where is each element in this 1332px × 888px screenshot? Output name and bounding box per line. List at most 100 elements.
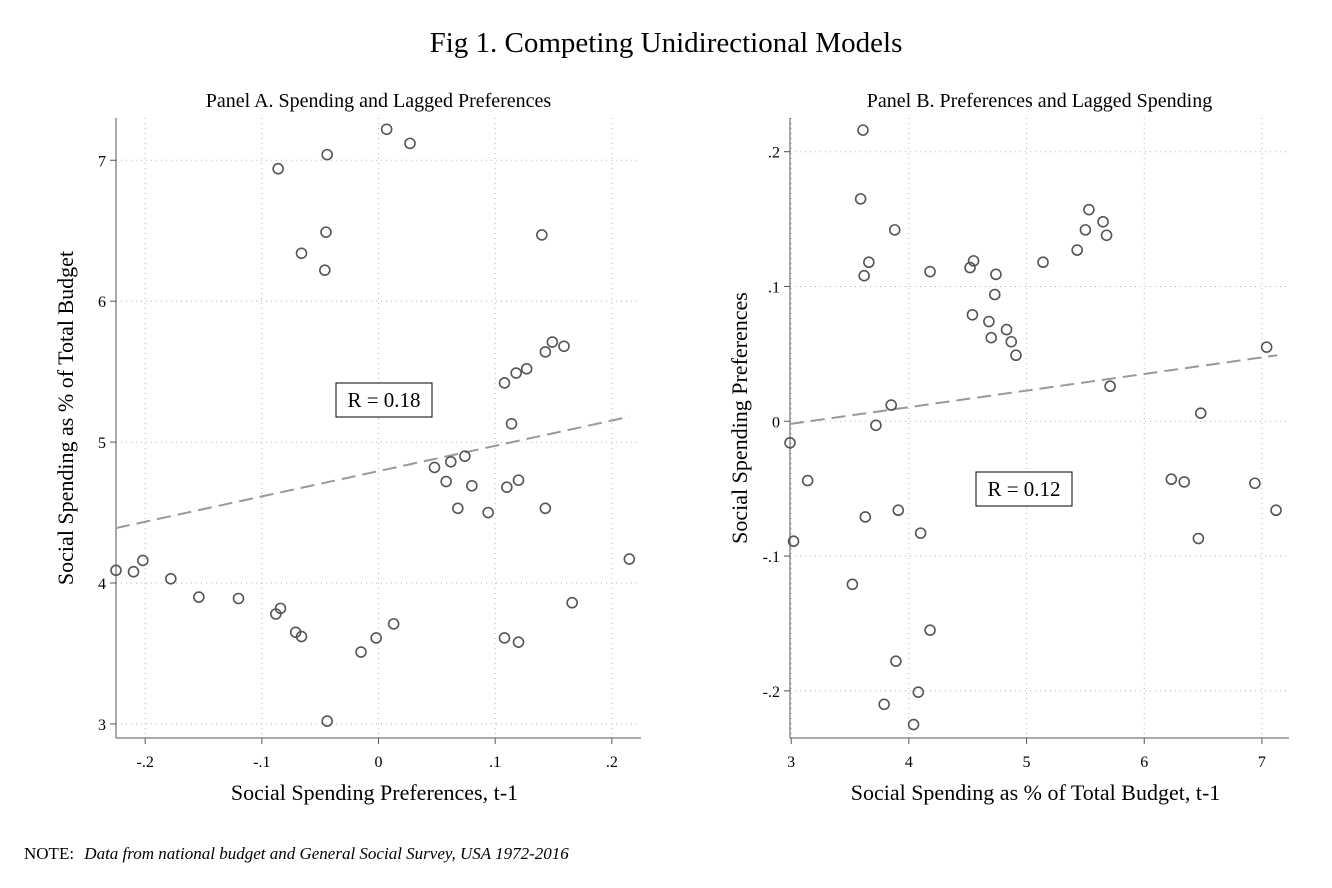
data-point bbox=[520, 363, 533, 375]
data-point bbox=[459, 450, 471, 462]
x-tick-label: 0 bbox=[375, 754, 383, 771]
x-tick-label: 4 bbox=[905, 754, 913, 771]
x-tick-label: .2 bbox=[606, 754, 618, 771]
panel-title: Panel B. Preferences and Lagged Spending bbox=[867, 90, 1212, 112]
data-point bbox=[387, 618, 400, 630]
data-point bbox=[1037, 256, 1049, 269]
data-point bbox=[110, 564, 122, 577]
y-tick-label: 5 bbox=[98, 435, 106, 452]
note-text: Data from national budget and General So… bbox=[84, 844, 569, 863]
panel-a: Panel A. Spending and Lagged Preferences… bbox=[53, 90, 641, 805]
correlation-box bbox=[335, 382, 433, 418]
data-point bbox=[1104, 380, 1116, 393]
figure-note: NOTE: Data from national budget and Gene… bbox=[24, 844, 569, 864]
panel-title: Panel A. Spending and Lagged Preferences bbox=[206, 90, 552, 112]
data-point bbox=[274, 602, 287, 615]
data-point bbox=[623, 553, 636, 565]
data-point bbox=[988, 288, 1001, 301]
data-point bbox=[272, 162, 284, 175]
data-point bbox=[907, 718, 920, 731]
data-point bbox=[320, 226, 332, 238]
data-point bbox=[787, 535, 800, 548]
data-point bbox=[892, 504, 905, 517]
y-tick-label: 3 bbox=[98, 717, 106, 734]
y-axis-label: Social Spending as % of Total Budget bbox=[53, 251, 78, 585]
x-tick-label: 5 bbox=[1023, 754, 1031, 771]
x-tick-label: 3 bbox=[787, 754, 795, 771]
data-point bbox=[440, 475, 452, 488]
data-point bbox=[466, 479, 478, 492]
data-point bbox=[924, 624, 936, 636]
data-point bbox=[914, 527, 927, 539]
data-point bbox=[1010, 349, 1022, 362]
figure-title: Fig 1. Competing Unidirectional Models bbox=[430, 27, 903, 59]
data-point bbox=[967, 255, 980, 267]
data-point bbox=[165, 572, 177, 585]
fit-line bbox=[115, 415, 630, 530]
x-tick-label: 6 bbox=[1140, 754, 1148, 771]
data-point bbox=[801, 474, 814, 487]
data-point bbox=[232, 592, 245, 605]
data-point bbox=[355, 646, 367, 658]
x-axis-label: Social Spending as % of Total Budget, t-… bbox=[851, 780, 1221, 805]
data-point bbox=[985, 331, 998, 344]
x-tick-label: -.1 bbox=[253, 754, 270, 771]
data-point bbox=[498, 377, 511, 389]
data-point bbox=[380, 123, 393, 136]
y-tick-label: 0 bbox=[772, 414, 780, 431]
x-axis-label: Social Spending Preferences, t-1 bbox=[231, 780, 518, 805]
data-point bbox=[878, 698, 890, 711]
data-point bbox=[546, 336, 559, 348]
data-point bbox=[137, 554, 149, 567]
data-point bbox=[321, 715, 333, 727]
data-point bbox=[539, 502, 552, 515]
data-point bbox=[888, 224, 901, 236]
data-point bbox=[990, 268, 1002, 281]
data-point bbox=[193, 591, 205, 603]
correlation-box bbox=[975, 471, 1073, 507]
data-point bbox=[924, 265, 936, 278]
data-point bbox=[1260, 341, 1273, 353]
data-point bbox=[966, 308, 979, 321]
correlation-label: R = 0.12 bbox=[987, 477, 1060, 501]
data-point bbox=[539, 346, 552, 358]
x-tick-label: .1 bbox=[489, 754, 501, 771]
correlation-label: R = 0.18 bbox=[347, 388, 420, 412]
data-point bbox=[870, 419, 882, 432]
data-point bbox=[127, 565, 140, 578]
data-point bbox=[505, 417, 518, 430]
data-point bbox=[1097, 215, 1109, 228]
x-tick-label: 7 bbox=[1258, 754, 1266, 771]
data-point bbox=[536, 229, 548, 241]
y-tick-label: 7 bbox=[98, 153, 106, 170]
data-point bbox=[482, 506, 494, 519]
data-point bbox=[1249, 477, 1261, 490]
data-point bbox=[1000, 323, 1013, 336]
data-point bbox=[964, 261, 976, 274]
data-point bbox=[912, 686, 925, 698]
data-point bbox=[846, 578, 859, 591]
data-point bbox=[1194, 407, 1207, 419]
y-tick-label: -.1 bbox=[763, 549, 780, 566]
data-point bbox=[1005, 335, 1018, 348]
data-point bbox=[295, 247, 308, 260]
note-label: NOTE: bbox=[24, 844, 75, 863]
data-point bbox=[452, 502, 464, 515]
data-point bbox=[1270, 504, 1282, 517]
y-axis-label: Social Spending Preferences bbox=[727, 292, 752, 544]
data-point bbox=[1100, 229, 1113, 242]
y-tick-label: .2 bbox=[768, 145, 780, 162]
data-point bbox=[566, 596, 578, 609]
data-point bbox=[1071, 244, 1083, 256]
data-point bbox=[510, 367, 522, 379]
data-point bbox=[404, 137, 416, 150]
fit-line bbox=[789, 354, 1278, 425]
data-point bbox=[1192, 532, 1205, 545]
data-point bbox=[890, 655, 902, 667]
data-point bbox=[512, 636, 525, 648]
data-point bbox=[983, 315, 995, 328]
data-point bbox=[498, 632, 511, 644]
data-point bbox=[1165, 473, 1178, 486]
x-tick-label: -.2 bbox=[137, 754, 154, 771]
